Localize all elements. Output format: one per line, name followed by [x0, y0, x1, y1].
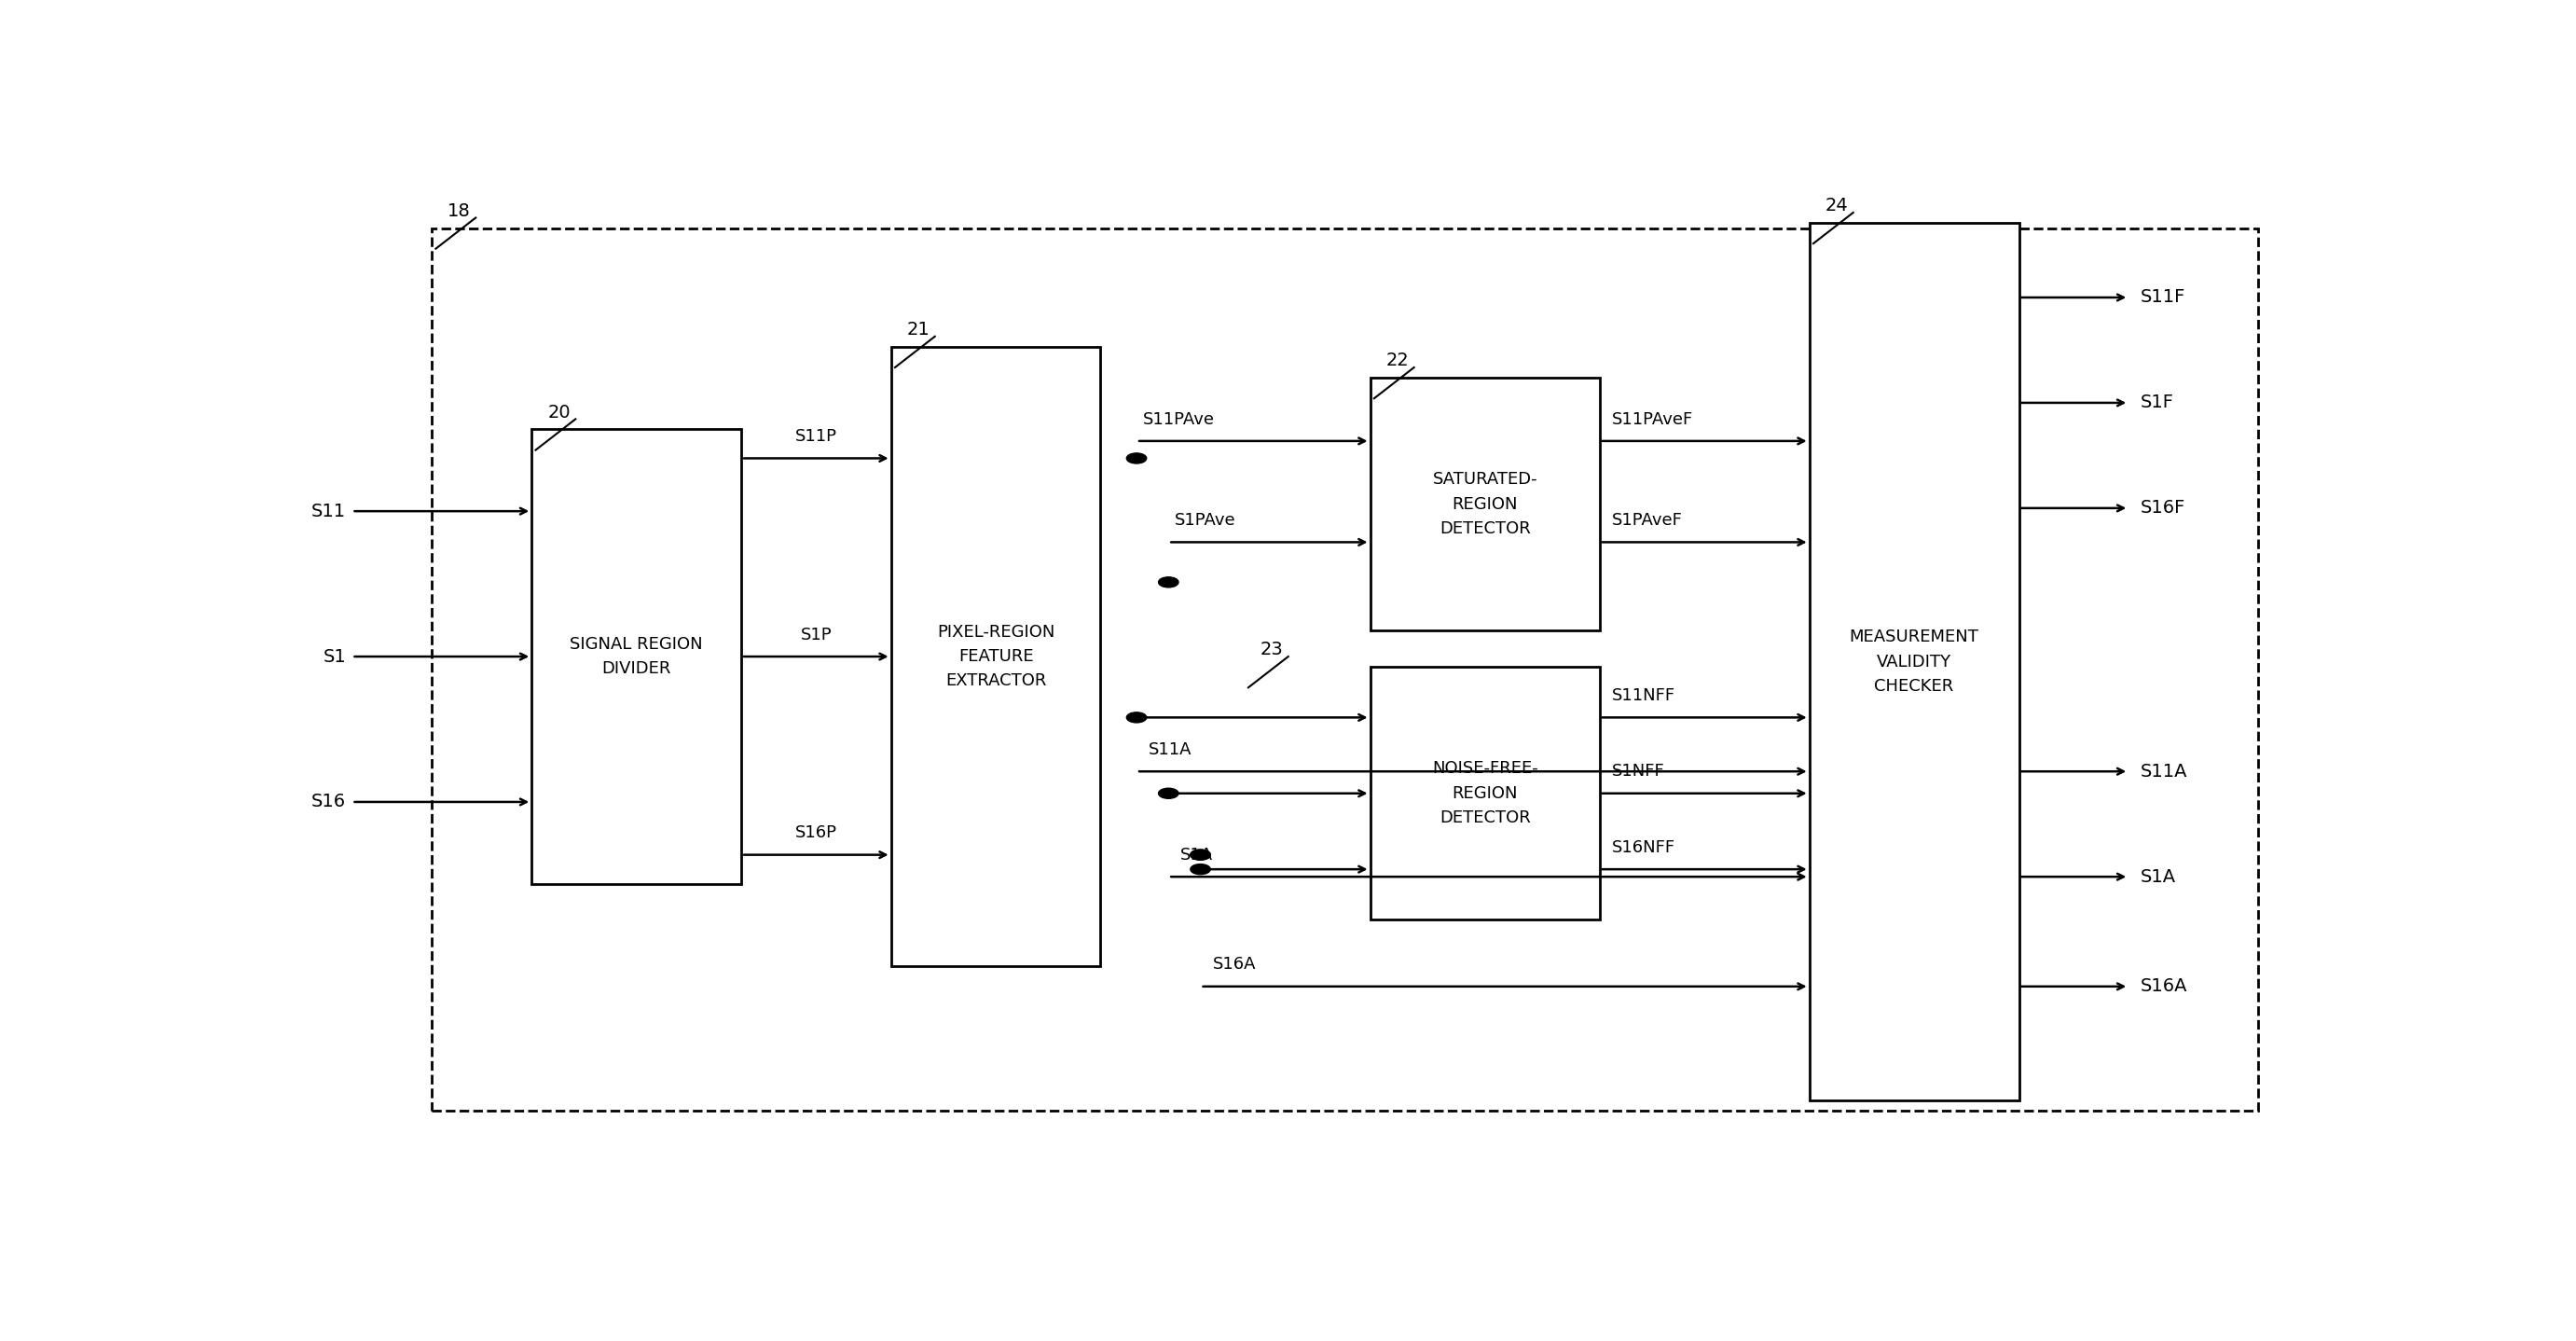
Text: S11PAveF: S11PAveF — [1613, 410, 1692, 428]
Text: 20: 20 — [549, 404, 569, 421]
FancyBboxPatch shape — [433, 228, 2259, 1110]
Text: S1P: S1P — [801, 626, 832, 644]
Text: 18: 18 — [448, 202, 471, 220]
Text: S16P: S16P — [796, 825, 837, 841]
Circle shape — [1190, 850, 1211, 860]
Text: 22: 22 — [1386, 351, 1409, 370]
Text: 24: 24 — [1826, 197, 1850, 215]
Text: S1F: S1F — [2141, 394, 2174, 412]
Text: S16NFF: S16NFF — [1613, 839, 1674, 856]
Circle shape — [1190, 864, 1211, 874]
Text: S1: S1 — [322, 648, 345, 665]
Text: S1PAveF: S1PAveF — [1613, 512, 1682, 528]
Text: S11: S11 — [312, 503, 345, 520]
Text: 21: 21 — [907, 320, 930, 338]
FancyBboxPatch shape — [1370, 378, 1600, 630]
Circle shape — [1159, 789, 1177, 798]
Text: NOISE-FREE-
REGION
DETECTOR: NOISE-FREE- REGION DETECTOR — [1432, 760, 1538, 826]
Text: S1A: S1A — [1180, 846, 1213, 864]
Text: S1PAve: S1PAve — [1175, 512, 1236, 528]
Text: 23: 23 — [1260, 641, 1283, 658]
Text: S11F: S11F — [2141, 288, 2187, 306]
Circle shape — [1126, 712, 1146, 723]
FancyBboxPatch shape — [531, 429, 742, 884]
FancyBboxPatch shape — [891, 347, 1100, 967]
Text: S16F: S16F — [2141, 499, 2187, 518]
Text: MEASUREMENT
VALIDITY
CHECKER: MEASUREMENT VALIDITY CHECKER — [1850, 629, 1978, 695]
Text: S11A: S11A — [1149, 742, 1193, 758]
Circle shape — [1190, 850, 1211, 860]
FancyBboxPatch shape — [1808, 223, 2020, 1101]
FancyBboxPatch shape — [1370, 666, 1600, 920]
Text: S1NFF: S1NFF — [1613, 763, 1664, 780]
Text: SIGNAL REGION
DIVIDER: SIGNAL REGION DIVIDER — [569, 636, 703, 677]
Text: PIXEL-REGION
FEATURE
EXTRACTOR: PIXEL-REGION FEATURE EXTRACTOR — [938, 624, 1054, 689]
Circle shape — [1159, 577, 1177, 587]
Text: S11NFF: S11NFF — [1613, 688, 1674, 704]
Text: S16A: S16A — [1213, 956, 1255, 974]
Circle shape — [1126, 453, 1146, 464]
Text: S16A: S16A — [2141, 978, 2187, 995]
Text: SATURATED-
REGION
DETECTOR: SATURATED- REGION DETECTOR — [1432, 471, 1538, 538]
Text: S11A: S11A — [2141, 763, 2187, 780]
Text: S1A: S1A — [2141, 868, 2177, 885]
Text: S16: S16 — [312, 793, 345, 811]
Text: S11PAve: S11PAve — [1144, 410, 1213, 428]
Text: S11P: S11P — [796, 428, 837, 445]
